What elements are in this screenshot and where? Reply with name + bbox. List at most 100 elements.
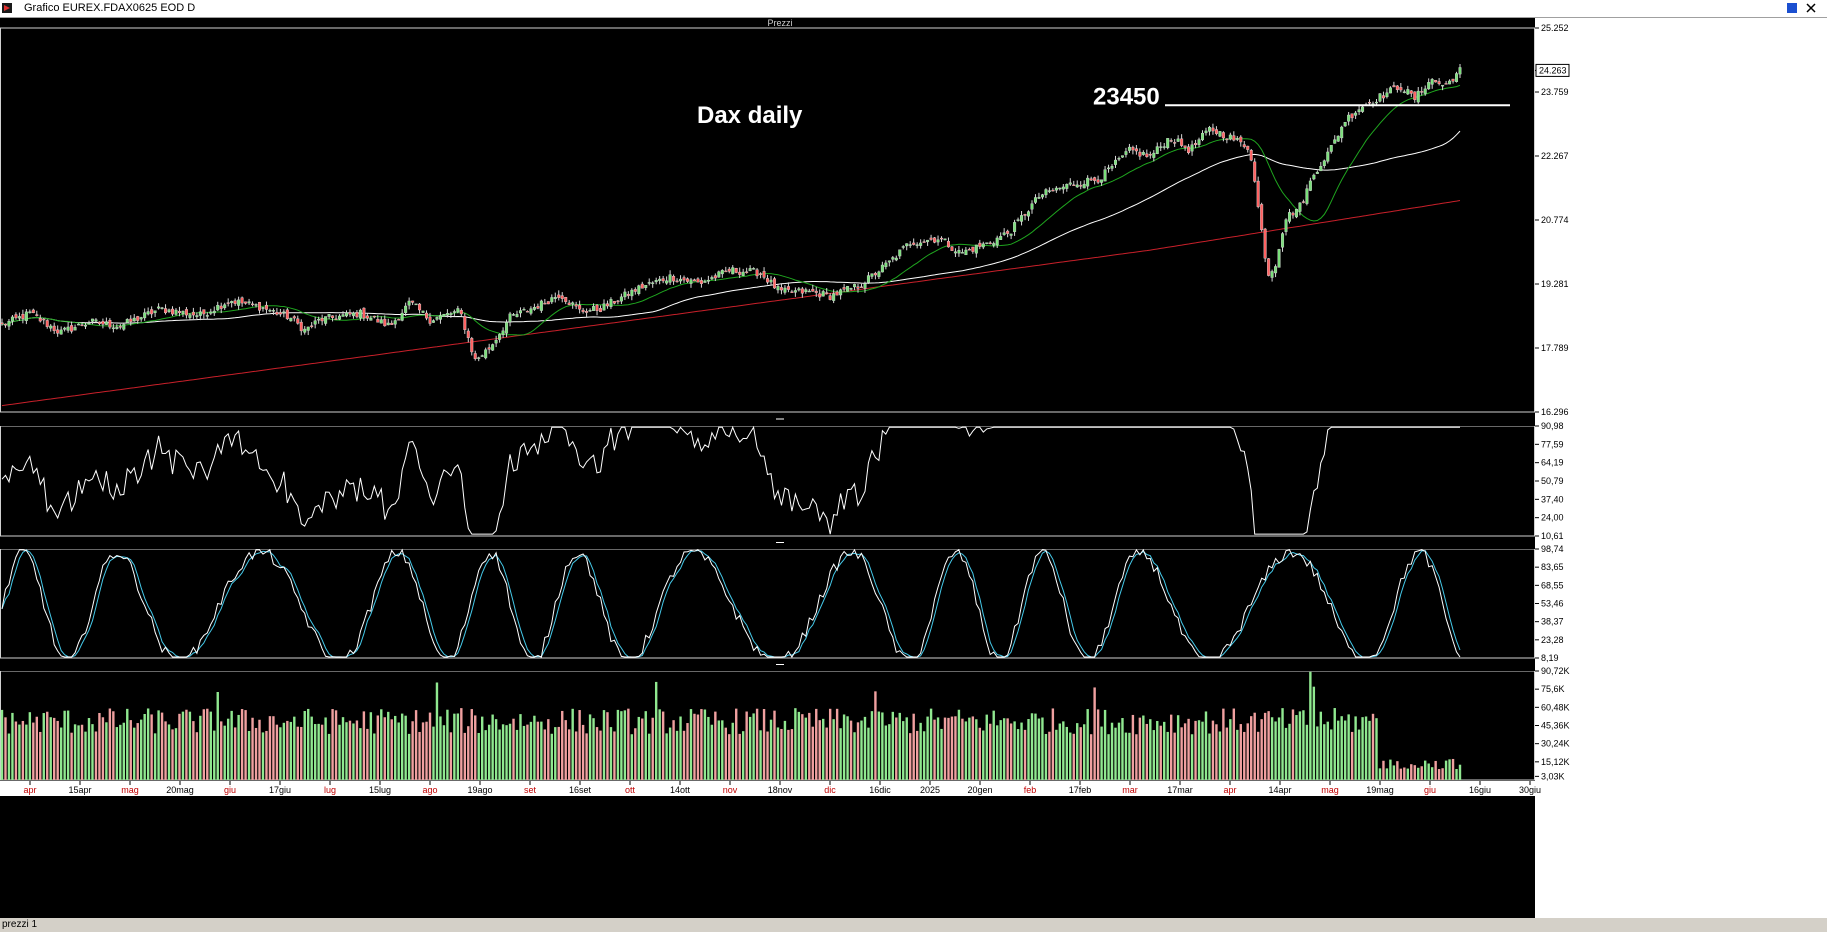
candle-body: [1388, 87, 1392, 94]
candle-body: [835, 291, 839, 296]
volume-bar: [1225, 727, 1229, 780]
candle-body: [512, 314, 516, 316]
candle-body: [1340, 126, 1344, 139]
x-axis-label: 18nov: [768, 785, 793, 795]
candle-body: [1148, 154, 1152, 156]
volume-bar: [139, 719, 143, 780]
volume-bar: [571, 708, 574, 780]
volume-bar: [373, 733, 376, 780]
volume-bar: [599, 730, 602, 780]
volume-bar: [902, 721, 905, 780]
volume-bar: [268, 716, 272, 780]
volume-bar: [467, 726, 470, 780]
candle-body: [658, 278, 662, 281]
ma-short-line: [1, 84, 1461, 336]
candle-body: [1152, 152, 1156, 158]
candle-body: [122, 324, 126, 330]
volume-bar: [442, 725, 446, 780]
candle-body: [1065, 183, 1069, 189]
candle-body: [1166, 138, 1170, 149]
volume-bar: [989, 723, 992, 780]
volume-bar: [32, 722, 35, 780]
candle-body: [1009, 233, 1013, 236]
candle-body: [369, 318, 373, 321]
candle-body: [1110, 166, 1114, 169]
candle-body: [720, 270, 724, 275]
chart-window-icon: [2, 3, 12, 13]
candle-body: [407, 300, 411, 306]
volume-bar: [519, 714, 522, 780]
candle-body: [1256, 180, 1260, 207]
candle-body: [578, 304, 582, 310]
candle-body: [505, 322, 509, 334]
volume-bar: [1302, 710, 1305, 780]
candle-body: [647, 282, 651, 284]
volume-bar: [606, 712, 609, 780]
candle-body: [320, 318, 324, 322]
candle-body: [999, 236, 1003, 240]
candle-body: [435, 317, 439, 320]
candle-body: [35, 314, 39, 316]
volume-bar: [592, 718, 595, 780]
candle-body: [668, 274, 672, 283]
volume-bar: [1319, 711, 1323, 780]
candle-body: [77, 323, 81, 326]
volume-bar: [380, 709, 383, 780]
volume-bar: [453, 713, 456, 780]
candle-body: [1173, 142, 1177, 144]
candle-body: [351, 312, 355, 317]
candle-body: [212, 310, 216, 314]
close-window-icon[interactable]: [1805, 2, 1817, 14]
volume-bar: [780, 728, 783, 780]
candle-body: [717, 271, 721, 278]
candle-body: [452, 311, 456, 313]
volume-bar: [567, 729, 571, 780]
volume-bar: [522, 725, 526, 780]
volume-bar: [341, 717, 345, 780]
candle-body: [783, 287, 787, 293]
volume-bar: [964, 721, 968, 780]
volume-bar: [654, 681, 658, 780]
volume-bar: [1183, 723, 1187, 780]
candle-body: [191, 311, 195, 316]
volume-bar: [25, 724, 28, 780]
volume-bar: [515, 729, 519, 780]
volume-bar: [494, 719, 498, 780]
candle-body: [811, 288, 815, 292]
chart-title: Dax daily: [697, 102, 803, 129]
volume-bar: [1357, 729, 1361, 780]
candle-body: [853, 284, 857, 288]
window-title: Grafico EUREX.FDAX0625 EOD D: [24, 2, 196, 14]
candle-body: [118, 326, 122, 328]
volume-bar: [1055, 729, 1058, 780]
candle-body: [849, 288, 853, 290]
candle-body: [1207, 127, 1211, 132]
candle-body: [188, 314, 192, 318]
candle-body: [143, 312, 147, 319]
restore-window-icon[interactable]: [1786, 2, 1798, 14]
volume-bar: [835, 708, 839, 780]
candle-body: [1089, 178, 1093, 181]
volume-bar: [80, 724, 84, 780]
volume-bar: [199, 715, 202, 780]
chart-canvas[interactable]: Prezzi 23450 Dax daily 25.252 24.263 23.759 22…: [0, 18, 1827, 918]
volume-bar: [933, 719, 936, 780]
volume-bar: [728, 734, 731, 780]
candle-body: [818, 293, 822, 298]
candle-body: [1287, 212, 1291, 222]
candle-body: [1284, 219, 1288, 232]
candle-body: [564, 297, 568, 302]
candle-body: [275, 312, 279, 315]
volume-bar: [1187, 718, 1190, 780]
volume-bar: [822, 718, 825, 780]
candle-body: [689, 279, 693, 284]
volume-bar: [446, 709, 449, 780]
candle-body: [887, 260, 891, 263]
volume-bar: [1417, 767, 1420, 780]
volume-bar: [929, 708, 933, 780]
volume-bar: [853, 732, 856, 780]
volume-bar: [1076, 723, 1079, 780]
candle-body: [1350, 113, 1354, 119]
candle-body: [216, 304, 220, 311]
candle-body: [1444, 83, 1448, 85]
